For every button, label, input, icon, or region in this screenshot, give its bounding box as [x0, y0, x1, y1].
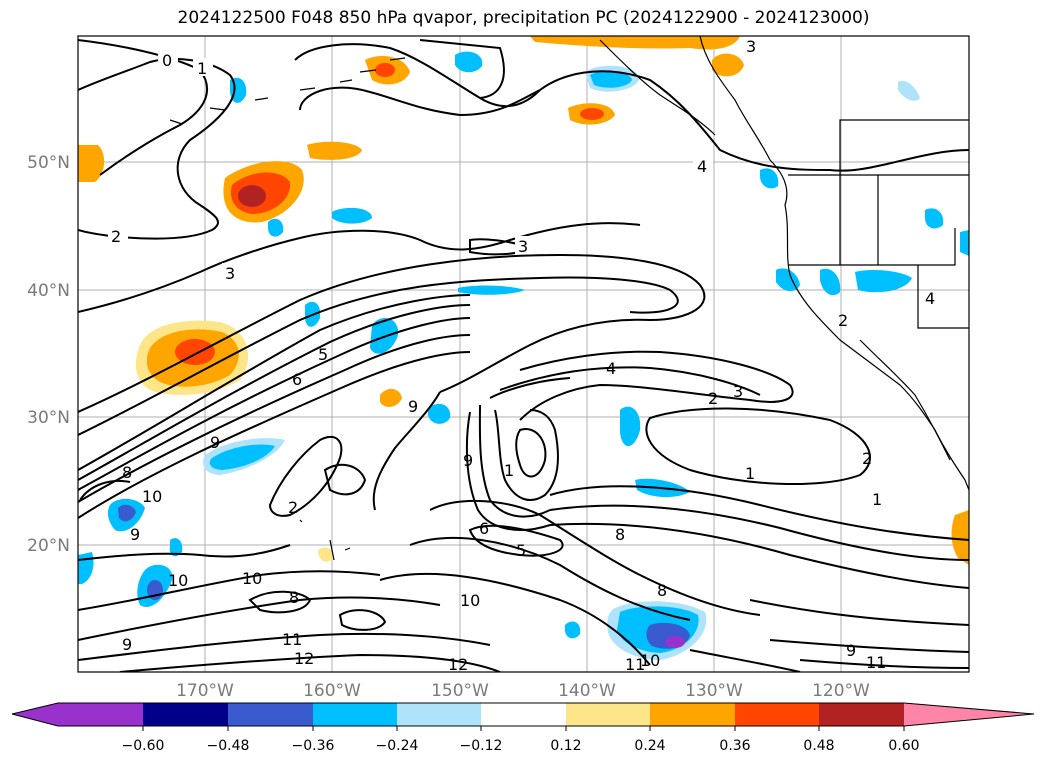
- contour-label: 10: [640, 651, 660, 670]
- map-frame: [77, 35, 970, 673]
- contour-label-patches: [108, 36, 762, 281]
- contour-label: 8: [289, 588, 299, 607]
- colorbar-bin: [228, 703, 313, 726]
- contour-label: 2: [288, 498, 298, 517]
- qvapor-contours: [78, 39, 969, 672]
- contour-label: 3: [733, 382, 743, 401]
- contour-label: 10: [168, 571, 188, 590]
- contour-label: 5: [318, 345, 328, 364]
- colorbar-tick-label: −0.60: [122, 738, 165, 754]
- colorbar-extend-max: [904, 703, 1034, 726]
- contour-label: 12: [294, 649, 314, 668]
- contour-label: 3: [746, 37, 756, 56]
- colorbar-bin: [650, 703, 735, 726]
- colorbar-tick-label: 0.12: [550, 738, 581, 754]
- contour-label: 10: [242, 569, 262, 588]
- colorbar-tick-label: −0.24: [376, 738, 419, 754]
- contour-label: 8: [615, 525, 625, 544]
- colorbar-extend-min: [12, 703, 58, 726]
- colorbar-tick-label: 0.36: [719, 738, 750, 754]
- contour-label: 10: [460, 591, 480, 610]
- colorbar: −0.60 −0.48 −0.36 −0.24 −0.12 0.12 0.24 …: [11, 702, 1035, 754]
- contour-label: 11: [625, 655, 645, 674]
- contour-label: 0: [162, 51, 172, 70]
- contour-label: 6: [479, 519, 489, 538]
- colorbar-bin: [481, 703, 566, 726]
- lat-label: 50°N: [27, 153, 70, 173]
- contour-label: 9: [130, 525, 140, 544]
- contour-label: 4: [925, 289, 935, 308]
- contour-label: 2: [111, 227, 121, 246]
- contour-label: 1: [745, 464, 755, 483]
- contour-label: 1: [504, 461, 514, 480]
- contour-label: 9: [846, 641, 856, 660]
- colorbar-bin: [566, 703, 650, 726]
- lon-label: 140°W: [558, 681, 616, 701]
- coastlines: [169, 36, 969, 561]
- contour-label: 4: [697, 157, 707, 176]
- colorbar-bin: [58, 703, 143, 726]
- colorbar-tick-label: −0.48: [207, 738, 250, 754]
- lon-axis: 170°W 160°W 150°W 140°W 130°W 120°W: [176, 681, 870, 701]
- colorbar-tick-label: 0.24: [634, 738, 665, 754]
- colorbar-bin: [313, 703, 397, 726]
- lon-label: 170°W: [176, 681, 234, 701]
- colorbar-bin: [143, 703, 228, 726]
- lon-label: 120°W: [812, 681, 870, 701]
- contour-label: 1: [197, 59, 207, 78]
- contour-label: 11: [866, 653, 886, 672]
- contour-label: 8: [657, 581, 667, 600]
- colorbar-tick-label: 0.48: [803, 738, 834, 754]
- lon-label: 150°W: [431, 681, 489, 701]
- contour-label: 8: [122, 463, 132, 482]
- contour-label: 5: [516, 541, 526, 560]
- contour-label: 2: [862, 449, 872, 468]
- lat-label: 40°N: [27, 281, 70, 301]
- lat-label: 20°N: [27, 536, 70, 556]
- lat-axis: 50°N 40°N 30°N 20°N: [27, 153, 70, 556]
- contour-label: 12: [448, 655, 468, 674]
- colorbar-bin: [735, 703, 819, 726]
- contour-label: 9: [408, 397, 418, 416]
- colorbar-tick-label: 0.60: [888, 738, 919, 754]
- contour-label: 9: [122, 635, 132, 654]
- colorbar-bin: [819, 703, 904, 726]
- contour-label: 6: [292, 370, 302, 389]
- contour-label: 4: [606, 359, 616, 378]
- colorbar-bin: [397, 703, 481, 726]
- contour-label: 2: [708, 389, 718, 408]
- contour-label: 11: [282, 630, 302, 649]
- contour-label: 9: [210, 433, 220, 452]
- lon-label: 130°W: [685, 681, 743, 701]
- contour-label: 9: [463, 451, 473, 470]
- contour-label: 1: [872, 490, 882, 509]
- contour-label: 2: [838, 311, 848, 330]
- lat-label: 30°N: [27, 408, 70, 428]
- contour-label: 10: [142, 487, 162, 506]
- colorbar-tick-label: −0.12: [460, 738, 503, 754]
- chart-title: 2024122500 F048 850 hPa qvapor, precipit…: [177, 8, 870, 28]
- contour-label: 3: [518, 237, 528, 256]
- contour-labels: 0 1 2 3 5 6 9 8 10 9 3 4 9 2 9 1 6 5 4 2…: [111, 37, 935, 674]
- colorbar-tick-label: −0.36: [292, 738, 335, 754]
- contour-label: 3: [225, 264, 235, 283]
- lon-label: 160°W: [303, 681, 361, 701]
